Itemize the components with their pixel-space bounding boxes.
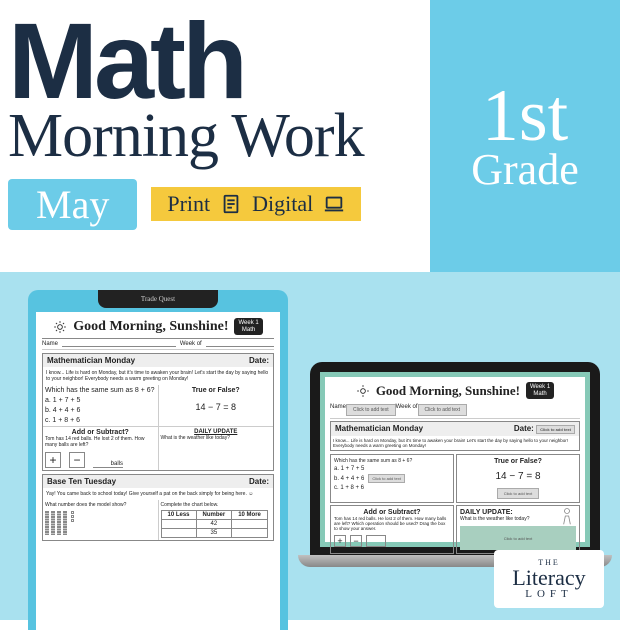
format-badge: Print Digital	[151, 187, 361, 221]
laptop-icon	[323, 193, 345, 215]
digital-worksheet: Good Morning, Sunshine! Week 1Math Name …	[325, 377, 585, 542]
daily-question: What is the weather like today?	[161, 435, 272, 441]
digital-tf-heading: True or False?	[460, 458, 576, 465]
date-label-2: Date:	[249, 477, 269, 486]
date-label: Date:	[249, 356, 269, 365]
minus-icon: −	[69, 452, 85, 468]
tuesday-intro: Yay! You came back to school today! Give…	[43, 488, 273, 500]
month-badge: May	[8, 179, 137, 230]
addsub-heading: Add or Subtract?	[45, 429, 156, 436]
digital-addsub-heading: Add or Subtract?	[334, 509, 450, 516]
weekof-label: Week of	[180, 341, 202, 347]
clipboard: Trade Quest Good Morning, Sunshine! Week…	[28, 290, 288, 630]
tf-heading: True or False?	[161, 387, 272, 394]
print-worksheet: Good Morning, Sunshine! Week 1Math Name W…	[36, 312, 280, 630]
print-label: Print	[167, 191, 210, 217]
weekof-input[interactable]: Click to add text	[418, 404, 468, 416]
week-badge: Week 1Math	[526, 382, 554, 399]
title-sub: Morning Work	[8, 105, 422, 167]
sun-icon	[53, 320, 67, 334]
grade-number: 1st	[482, 83, 568, 150]
brand-logo: THE Literacy LOFT	[494, 550, 604, 608]
weather-input[interactable]: Click to add text	[460, 526, 576, 550]
tens-chart: 10 LessNumber10 More 42 35	[161, 510, 268, 538]
digital-intro: I know... Life is hard on Monday, but it…	[331, 436, 579, 450]
option-a: a. 1 + 7 + 5	[45, 397, 156, 404]
clipboard-clip: Trade Quest	[98, 290, 218, 308]
monday-section: Mathematician Monday Date: I know... Life…	[42, 353, 274, 471]
date-input[interactable]: Click to add text	[536, 425, 575, 434]
same-sum-question: Which has the same sum as 8 + 6?	[45, 387, 156, 394]
grade-label: Grade	[471, 150, 579, 190]
name-label: Name	[42, 341, 58, 347]
logo-line2: Literacy	[512, 567, 585, 589]
plus-minus-boxes: + − balls	[45, 452, 156, 468]
digital-monday-heading: Mathematician Monday	[335, 424, 423, 434]
sun-icon	[356, 384, 370, 398]
plus-icon: +	[45, 452, 61, 468]
chart-label: Complete the chart below.	[161, 502, 272, 508]
base-ten-model	[45, 511, 156, 535]
digital-greeting: Good Morning, Sunshine!	[376, 383, 520, 399]
option-b: b. 4 + 4 + 6	[45, 407, 156, 414]
tf-equation: 14 − 7 = 8	[161, 402, 272, 412]
child-icon	[557, 506, 577, 526]
badge-row: May Print Digital	[8, 179, 422, 230]
tf-input[interactable]: Click to add text	[497, 488, 539, 499]
plus-icon[interactable]: +	[334, 535, 346, 547]
laptop-preview: Good Morning, Sunshine! Week 1Math Name …	[310, 362, 600, 567]
option-c: c. 1 + 8 + 6	[45, 417, 156, 424]
worksheet-greeting: Good Morning, Sunshine!	[73, 319, 228, 335]
laptop-display: Good Morning, Sunshine! Week 1Math Name …	[320, 372, 590, 547]
title-main: Math	[8, 10, 422, 113]
digital-samesum: Which has the same sum as 8 + 6?	[334, 458, 450, 464]
answer-input[interactable]: Click to add text	[368, 474, 404, 483]
laptop-screen: Good Morning, Sunshine! Week 1Math Name …	[310, 362, 600, 555]
monday-intro: I know... Life is hard on Monday, but it…	[43, 367, 273, 385]
title-panel: Math Morning Work May Print Digital	[0, 0, 430, 272]
monday-heading: Mathematician Monday	[47, 356, 135, 365]
logo-line3: LOFT	[525, 589, 573, 600]
balls-blank: balls	[93, 461, 123, 468]
tuesday-heading: Base Ten Tuesday	[47, 477, 116, 486]
document-icon	[220, 193, 242, 215]
preview-region: Trade Quest Good Morning, Sunshine! Week…	[0, 272, 620, 620]
week-badge: Week 1Math	[234, 318, 262, 335]
name-input[interactable]: Click to add text	[346, 404, 396, 416]
digital-label: Digital	[252, 191, 313, 217]
drop-target[interactable]	[366, 535, 386, 547]
minus-icon[interactable]: −	[350, 535, 362, 547]
tuesday-question: What number does the model show?	[45, 502, 156, 508]
grade-panel: 1st Grade	[430, 0, 620, 272]
addsub-body: Tom has 14 red balls. He lost 2 of them.…	[45, 436, 156, 448]
digital-tf-eq: 14 − 7 = 8	[460, 471, 576, 482]
header-region: Math Morning Work May Print Digital 1st …	[0, 0, 620, 272]
digital-addsub-body: Tom has 14 red balls. He lost 2 of them.…	[334, 516, 450, 531]
tuesday-section: Base Ten Tuesday Date: Yay! You came back…	[42, 474, 274, 541]
